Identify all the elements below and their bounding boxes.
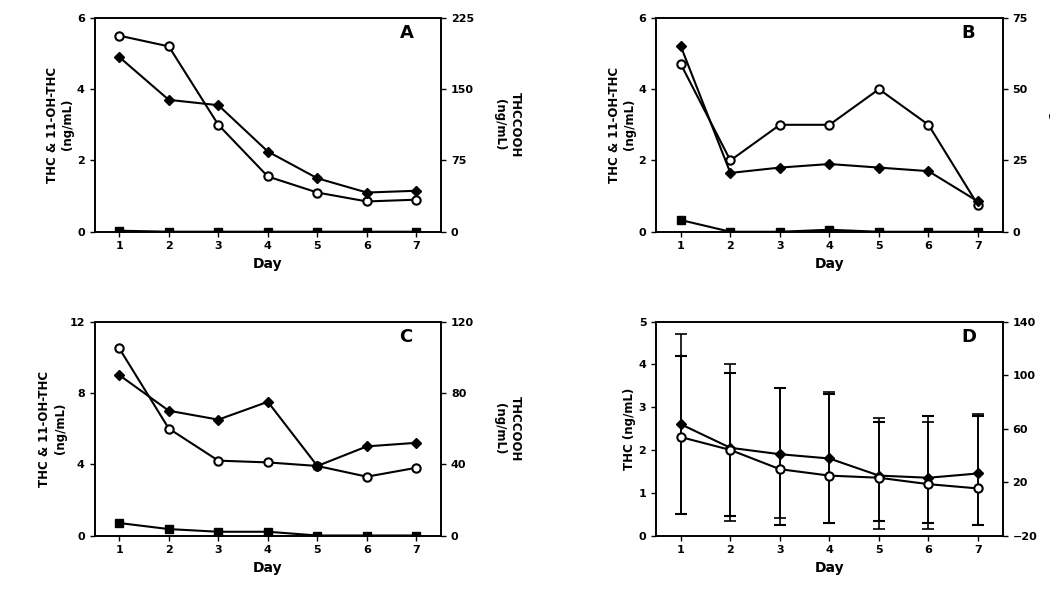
Text: A: A (400, 24, 414, 42)
Y-axis label: THCCOOH
(ng/mL): THCCOOH (ng/mL) (494, 396, 522, 461)
X-axis label: Day: Day (815, 560, 844, 575)
Y-axis label: THC (ng/mL): THC (ng/mL) (623, 387, 635, 469)
Text: B: B (961, 24, 974, 42)
Text: C: C (400, 328, 413, 346)
Text: D: D (961, 328, 976, 346)
X-axis label: Day: Day (253, 560, 282, 575)
X-axis label: Day: Day (815, 257, 844, 271)
Y-axis label: THC & 11-OH-THC
(ng/mL): THC & 11-OH-THC (ng/mL) (39, 371, 66, 487)
X-axis label: Day: Day (253, 257, 282, 271)
Y-axis label: THC & 11-OH-THC
(ng/mL): THC & 11-OH-THC (ng/mL) (608, 67, 635, 183)
Y-axis label: THCCOOH
(ng/mL): THCCOOH (ng/mL) (1047, 92, 1050, 158)
Y-axis label: THC & 11-OH-THC
(ng/mL): THC & 11-OH-THC (ng/mL) (46, 67, 75, 183)
Y-axis label: THCCOOH
(ng/mL): THCCOOH (ng/mL) (494, 92, 522, 158)
